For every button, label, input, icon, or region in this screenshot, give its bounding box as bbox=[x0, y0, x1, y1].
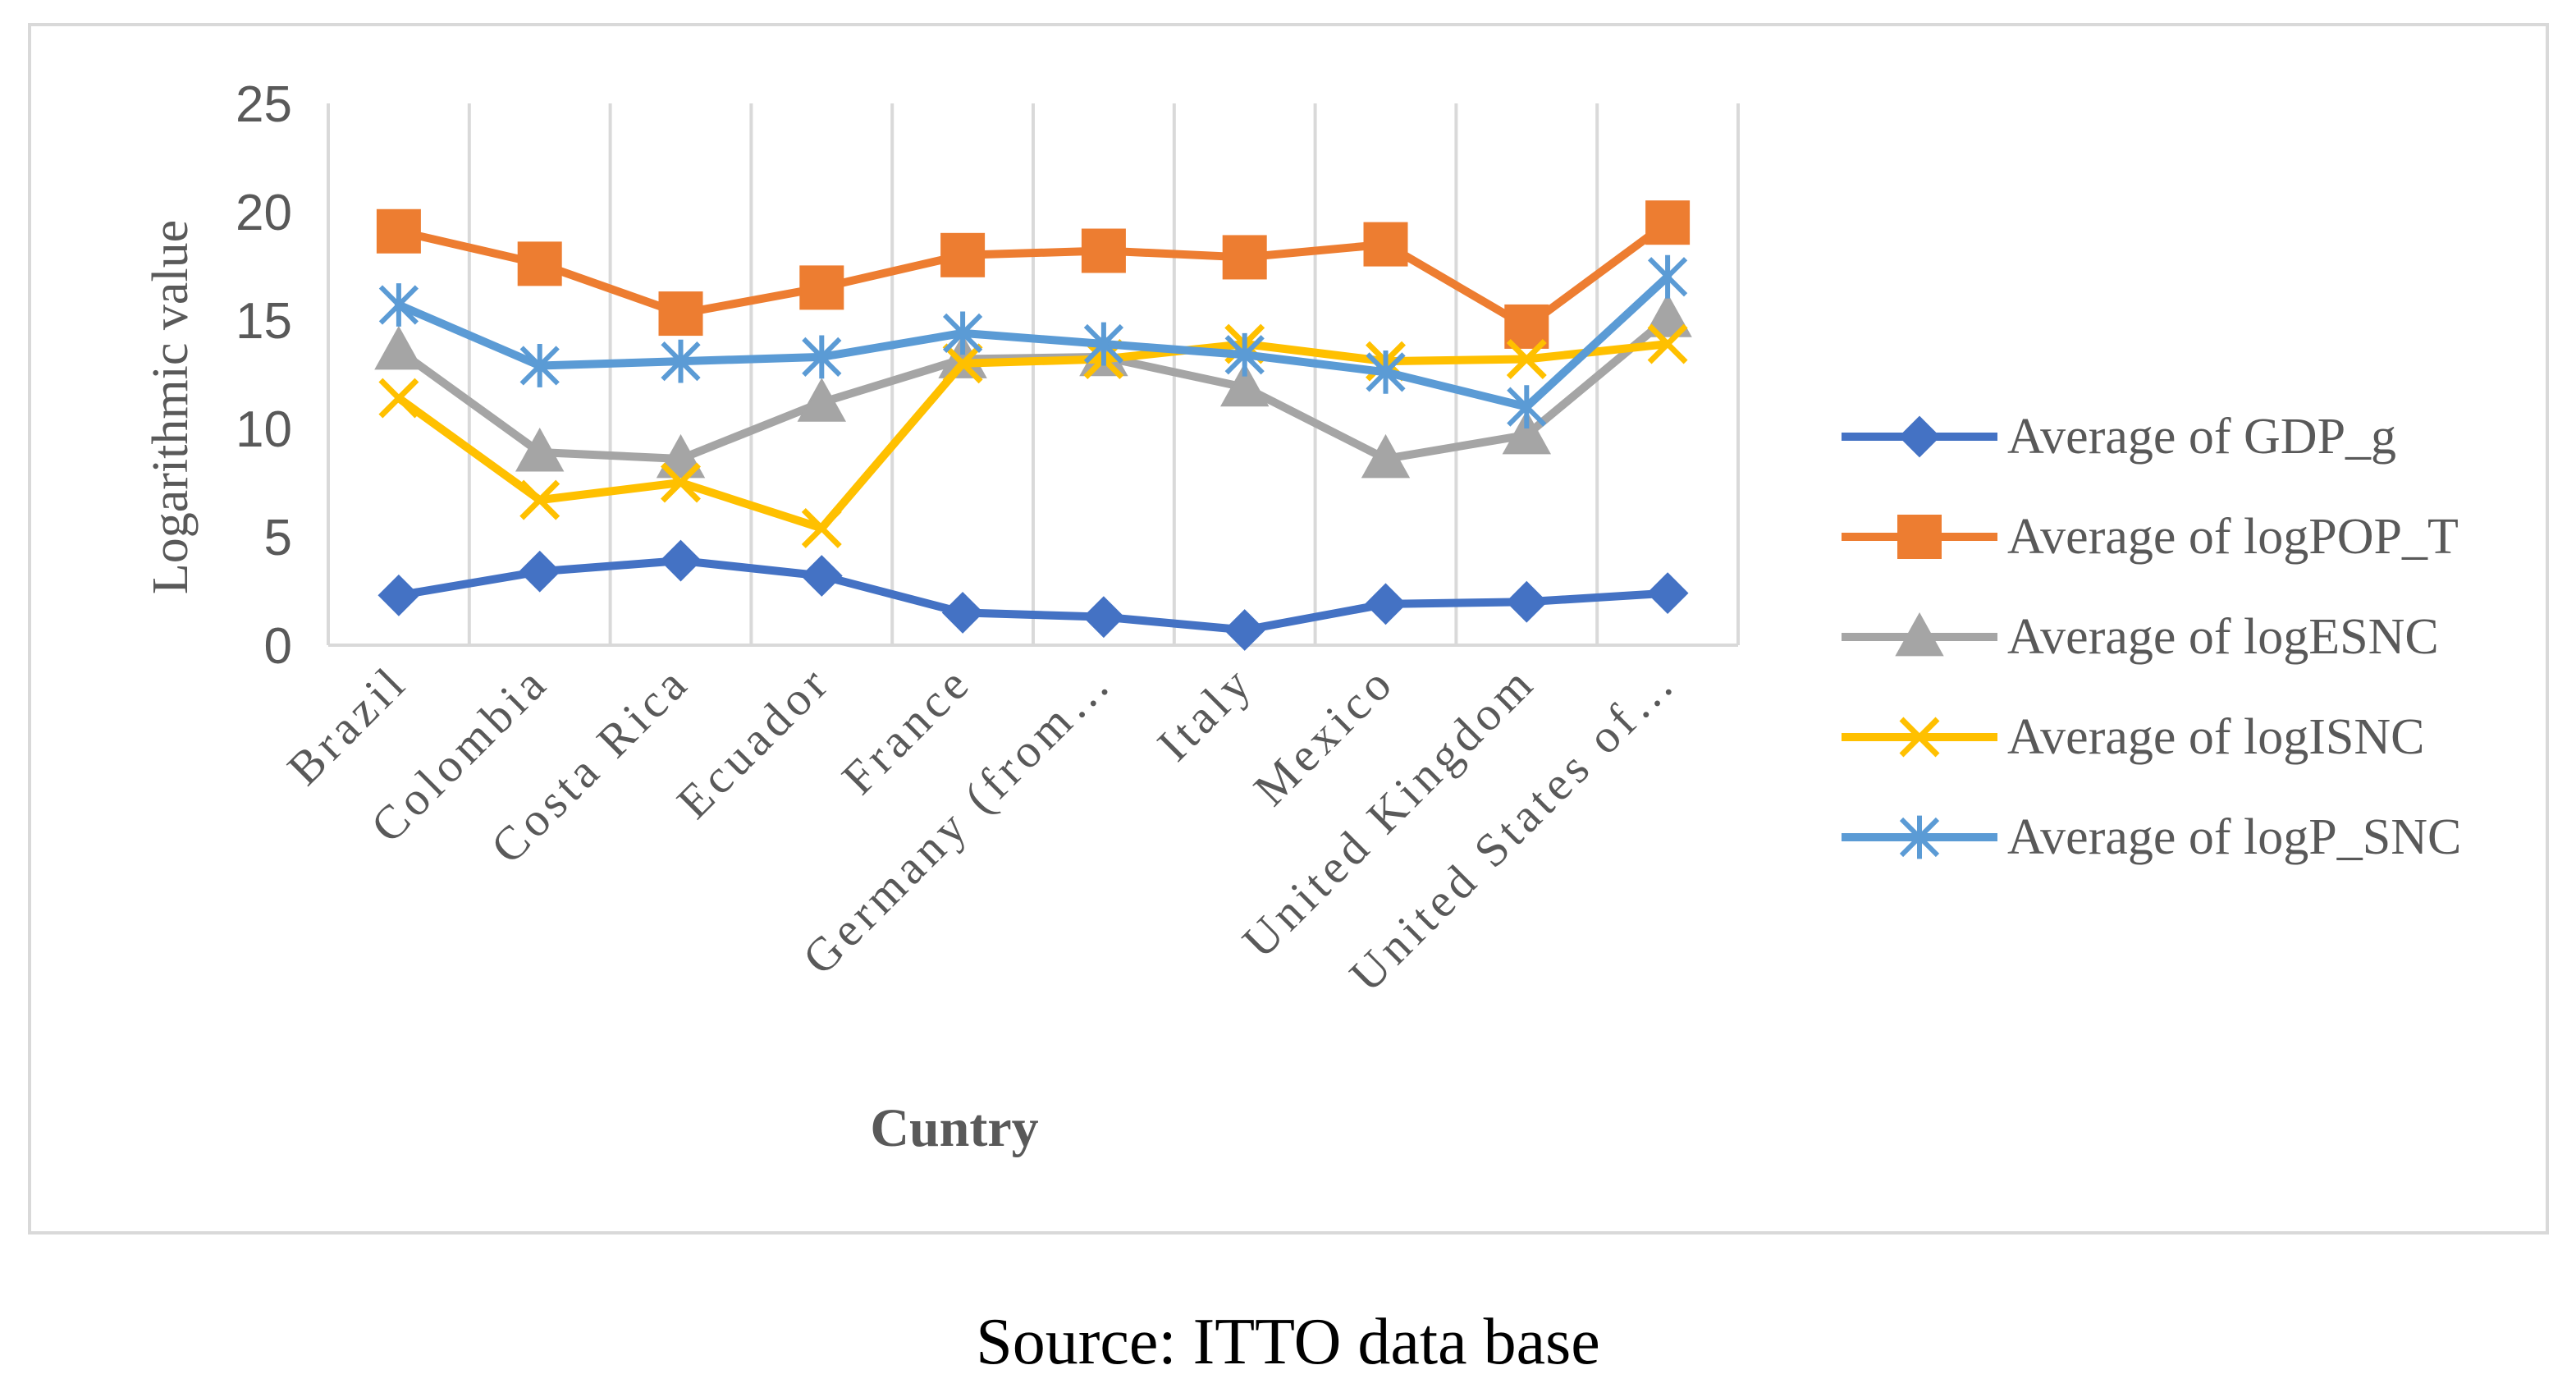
series-line bbox=[394, 557, 1672, 634]
marker-x bbox=[1506, 339, 1547, 379]
marker-star bbox=[1899, 815, 1940, 859]
series-5 bbox=[378, 254, 1688, 428]
marker-star bbox=[1083, 322, 1124, 366]
marker-star bbox=[661, 339, 701, 383]
marker-diamond bbox=[519, 550, 561, 593]
marker-x bbox=[801, 507, 842, 548]
legend-label: Average of logISNC bbox=[2007, 709, 2425, 765]
marker-diamond bbox=[941, 591, 984, 634]
series-line bbox=[394, 273, 1672, 411]
marker-square bbox=[1081, 228, 1126, 273]
y-axis-title: Logarithmic value bbox=[143, 220, 199, 594]
marker-diamond bbox=[1365, 583, 1407, 625]
marker-square bbox=[940, 232, 986, 277]
marker-square bbox=[1222, 235, 1267, 280]
series-2 bbox=[376, 200, 1691, 349]
marker-triangle bbox=[1502, 410, 1551, 455]
marker-x bbox=[378, 378, 419, 419]
x-tick-label: Italy bbox=[1147, 654, 1264, 771]
y-tick-label: 5 bbox=[264, 510, 292, 566]
marker-diamond bbox=[660, 539, 702, 582]
marker-square bbox=[376, 208, 421, 254]
legend-label: Average of logESNC bbox=[2007, 609, 2439, 665]
y-tick-label: 20 bbox=[236, 185, 292, 241]
marker-diamond bbox=[1898, 415, 1941, 458]
marker-star bbox=[1507, 385, 1547, 428]
marker-square bbox=[1363, 222, 1408, 267]
marker-triangle bbox=[1361, 433, 1411, 479]
y-tick-label: 15 bbox=[236, 293, 292, 350]
marker-diamond bbox=[800, 555, 843, 597]
y-tick-labels: 0 5 10 15 20 25 bbox=[236, 76, 292, 675]
marker-star bbox=[802, 335, 842, 379]
series-lines bbox=[374, 200, 1692, 651]
marker-star bbox=[1224, 332, 1265, 377]
series-3 bbox=[374, 293, 1692, 479]
y-tick-label: 25 bbox=[236, 76, 292, 133]
y-tick-label: 10 bbox=[236, 401, 292, 458]
gridlines bbox=[327, 103, 1740, 645]
marker-square bbox=[1645, 200, 1691, 245]
x-tick-label: Ecuador bbox=[666, 654, 840, 828]
series-line bbox=[394, 218, 1672, 331]
marker-x bbox=[942, 343, 983, 384]
marker-x bbox=[1899, 717, 1940, 758]
marker-square bbox=[799, 265, 844, 310]
marker-triangle bbox=[1220, 362, 1270, 407]
marker-triangle bbox=[1643, 293, 1692, 337]
legend-entry: Average of logISNC bbox=[1842, 709, 2425, 765]
marker-triangle bbox=[515, 427, 565, 472]
marker-star bbox=[519, 344, 560, 387]
marker-star bbox=[1366, 350, 1406, 394]
legend-label: Average of logP_SNC bbox=[2007, 809, 2461, 865]
marker-diamond bbox=[1505, 580, 1548, 623]
legend-label: Average of logPOP_T bbox=[2007, 509, 2459, 565]
series-line bbox=[394, 340, 1672, 533]
marker-x bbox=[661, 462, 701, 503]
y-tick-label: 0 bbox=[264, 618, 292, 675]
legend: Average of GDP_g Average of logPOP_T Avera… bbox=[1842, 409, 2461, 865]
marker-triangle bbox=[797, 378, 846, 422]
chart-frame: 0 5 10 15 20 25 Brazil Colombia Costa Rica Ecuad… bbox=[28, 23, 2549, 1235]
marker-diamond bbox=[1082, 596, 1125, 639]
marker-square bbox=[658, 291, 703, 337]
marker-triangle bbox=[374, 325, 423, 370]
marker-square bbox=[1897, 515, 1942, 559]
source-caption: Source: ITTO data base bbox=[976, 1306, 1600, 1378]
x-axis-title: Cuntry bbox=[870, 1098, 1038, 1158]
legend-entry: Average of GDP_g bbox=[1842, 409, 2396, 465]
legend-label: Average of GDP_g bbox=[2007, 409, 2396, 465]
marker-square bbox=[517, 241, 562, 286]
marker-diamond bbox=[1646, 572, 1689, 615]
legend-entry: Average of logESNC bbox=[1842, 609, 2439, 665]
marker-star bbox=[378, 283, 419, 327]
marker-triangle bbox=[656, 433, 706, 479]
legend-entry: Average of logP_SNC bbox=[1842, 809, 2461, 865]
x-tick-label: Brazil bbox=[277, 654, 418, 795]
marker-diamond bbox=[1224, 609, 1266, 651]
marker-star bbox=[1647, 254, 1688, 299]
series-1 bbox=[377, 539, 1689, 651]
marker-diamond bbox=[377, 574, 420, 616]
legend-entry: Average of logPOP_T bbox=[1842, 509, 2459, 565]
marker-x bbox=[519, 479, 560, 520]
marker-x bbox=[1647, 323, 1688, 364]
marker-triangle bbox=[1895, 612, 1944, 657]
marker-star bbox=[942, 311, 983, 355]
